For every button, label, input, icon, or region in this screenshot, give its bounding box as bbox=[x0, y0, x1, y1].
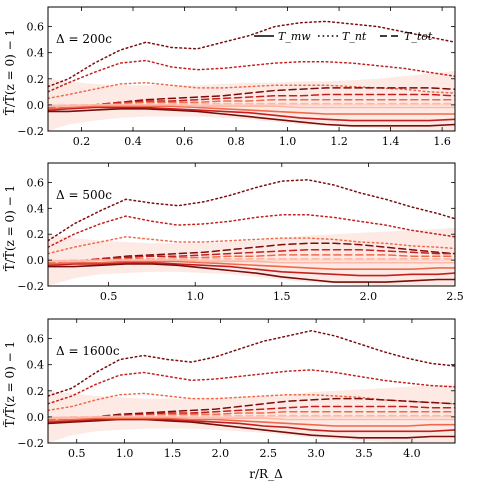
x-tick-label: 1.5 bbox=[273, 290, 291, 303]
x-tick-label: 1.2 bbox=[330, 135, 348, 148]
x-tick-label: 0.8 bbox=[227, 135, 245, 148]
panel-label: Δ = 1600c bbox=[56, 344, 120, 358]
y-tick-label: 0.0 bbox=[27, 254, 45, 267]
series-dashed-z3 bbox=[48, 242, 455, 267]
panel-1: −0.2 0.0 0.2 0.4 0.6 0.2 0.4 0.6 0.8 1.0 1.2 1.4 1.6… bbox=[17, 6, 456, 148]
x-tick-label: 0.6 bbox=[176, 135, 194, 148]
legend-label: T_tot bbox=[404, 30, 433, 43]
x-tick-label: 3.0 bbox=[307, 447, 325, 460]
series-dashed-z3 bbox=[48, 87, 455, 111]
x-tick-label: 0.5 bbox=[100, 290, 118, 303]
series-dashed-z3 bbox=[48, 397, 455, 423]
x-tick-label: 4.0 bbox=[403, 447, 421, 460]
series-solid-z3 bbox=[48, 108, 455, 127]
series-solid-z2 bbox=[48, 261, 455, 277]
series-dotted-z1 bbox=[48, 81, 455, 100]
x-tick-label: 1.4 bbox=[382, 135, 400, 148]
series-dashed-z1 bbox=[48, 410, 455, 421]
x-tick-label: 1.0 bbox=[279, 135, 297, 148]
x-tick-label: 0.2 bbox=[73, 135, 91, 148]
legend-label: T_nt bbox=[342, 30, 367, 43]
x-tick-label: 2.0 bbox=[360, 290, 378, 303]
x-tick-label: 0.5 bbox=[68, 447, 86, 460]
series-dotted-z3 bbox=[48, 20, 455, 88]
y-tick-label: 0.2 bbox=[27, 73, 45, 86]
x-tick-label: 2.5 bbox=[446, 290, 464, 303]
y-tick-label: 0.0 bbox=[27, 99, 45, 112]
x-axis-label: r/R_Δ bbox=[249, 467, 283, 481]
axes-frame bbox=[47, 6, 456, 132]
series-solid-z2 bbox=[48, 106, 455, 122]
x-tick-label: 1.6 bbox=[433, 135, 451, 148]
series-dashed-z1 bbox=[48, 254, 455, 264]
panel-label: Δ = 200c bbox=[56, 32, 112, 46]
y-tick-label: 0.6 bbox=[27, 333, 45, 346]
plot-area bbox=[48, 20, 455, 131]
legend: T_mw T_nt T_tot bbox=[254, 30, 433, 43]
y-tick-label: 0.6 bbox=[27, 21, 45, 34]
y-tick-label: 0.6 bbox=[27, 176, 45, 189]
y-tick-label: −0.2 bbox=[17, 437, 44, 450]
y-axis-label-top: T̃/T̃(z = 0) − 1 bbox=[2, 29, 17, 115]
x-tick-label: 2.0 bbox=[212, 447, 230, 460]
y-tick-label: 0.4 bbox=[27, 359, 45, 372]
series-solid-z1 bbox=[48, 105, 455, 115]
y-axis-label-middle: T̃/T̃(z = 0) − 1 bbox=[2, 185, 17, 271]
series-dotted-z3 bbox=[48, 329, 455, 397]
series-dotted-z3 bbox=[48, 179, 455, 242]
series-dotted-z1 bbox=[48, 236, 455, 255]
series-dotted-z2 bbox=[48, 59, 455, 93]
x-tick-label: 1.0 bbox=[186, 290, 204, 303]
x-tick-label: 1.5 bbox=[164, 447, 182, 460]
legend-label: T_mw bbox=[278, 30, 311, 43]
plot-area bbox=[48, 329, 455, 443]
series-dotted-z2 bbox=[48, 369, 455, 405]
y-tick-label: −0.2 bbox=[17, 280, 44, 293]
axes-frame bbox=[47, 318, 456, 444]
axes-frame bbox=[47, 162, 456, 287]
series-solid-z0 bbox=[48, 416, 455, 421]
y-tick-label: 0.0 bbox=[27, 411, 45, 424]
x-tick-label: 1.0 bbox=[116, 447, 134, 460]
y-tick-label: −0.2 bbox=[17, 125, 44, 138]
y-tick-label: 0.2 bbox=[27, 228, 45, 241]
series-solid-z1 bbox=[48, 260, 455, 270]
series-dashed-z2 bbox=[48, 93, 455, 110]
x-tick-label: 2.5 bbox=[260, 447, 278, 460]
series-dashed-z1 bbox=[48, 98, 455, 109]
y-tick-label: 0.2 bbox=[27, 385, 45, 398]
y-axis-label-bottom: T̃/T̃(z = 0) − 1 bbox=[2, 341, 17, 427]
series-dashed-z2 bbox=[48, 248, 455, 265]
y-tick-label: 0.4 bbox=[27, 47, 45, 60]
series-solid-z2 bbox=[48, 418, 455, 433]
x-tick-label: 3.5 bbox=[355, 447, 373, 460]
series-solid-z0 bbox=[48, 259, 455, 264]
panel-2: −0.2 0.0 0.2 0.4 0.6 0.5 1.0 1.5 2.0 2.5 Δ = 500c bbox=[17, 162, 464, 303]
x-tick-label: 0.4 bbox=[124, 135, 142, 148]
series-dotted-z2 bbox=[48, 214, 455, 248]
series-solid-z3 bbox=[48, 263, 455, 283]
series-solid-z0 bbox=[48, 104, 455, 109]
panel-3: −0.2 0.0 0.2 0.4 0.6 0.5 1.0 1.5 2.0 2.5 3.0 3.5 4.0… bbox=[17, 318, 456, 460]
plot-area bbox=[48, 179, 455, 286]
series-dashed-z0 bbox=[48, 102, 455, 107]
series-solid-z1 bbox=[48, 417, 455, 427]
y-tick-label: 0.4 bbox=[27, 202, 45, 215]
panel-label: Δ = 500c bbox=[56, 188, 112, 202]
